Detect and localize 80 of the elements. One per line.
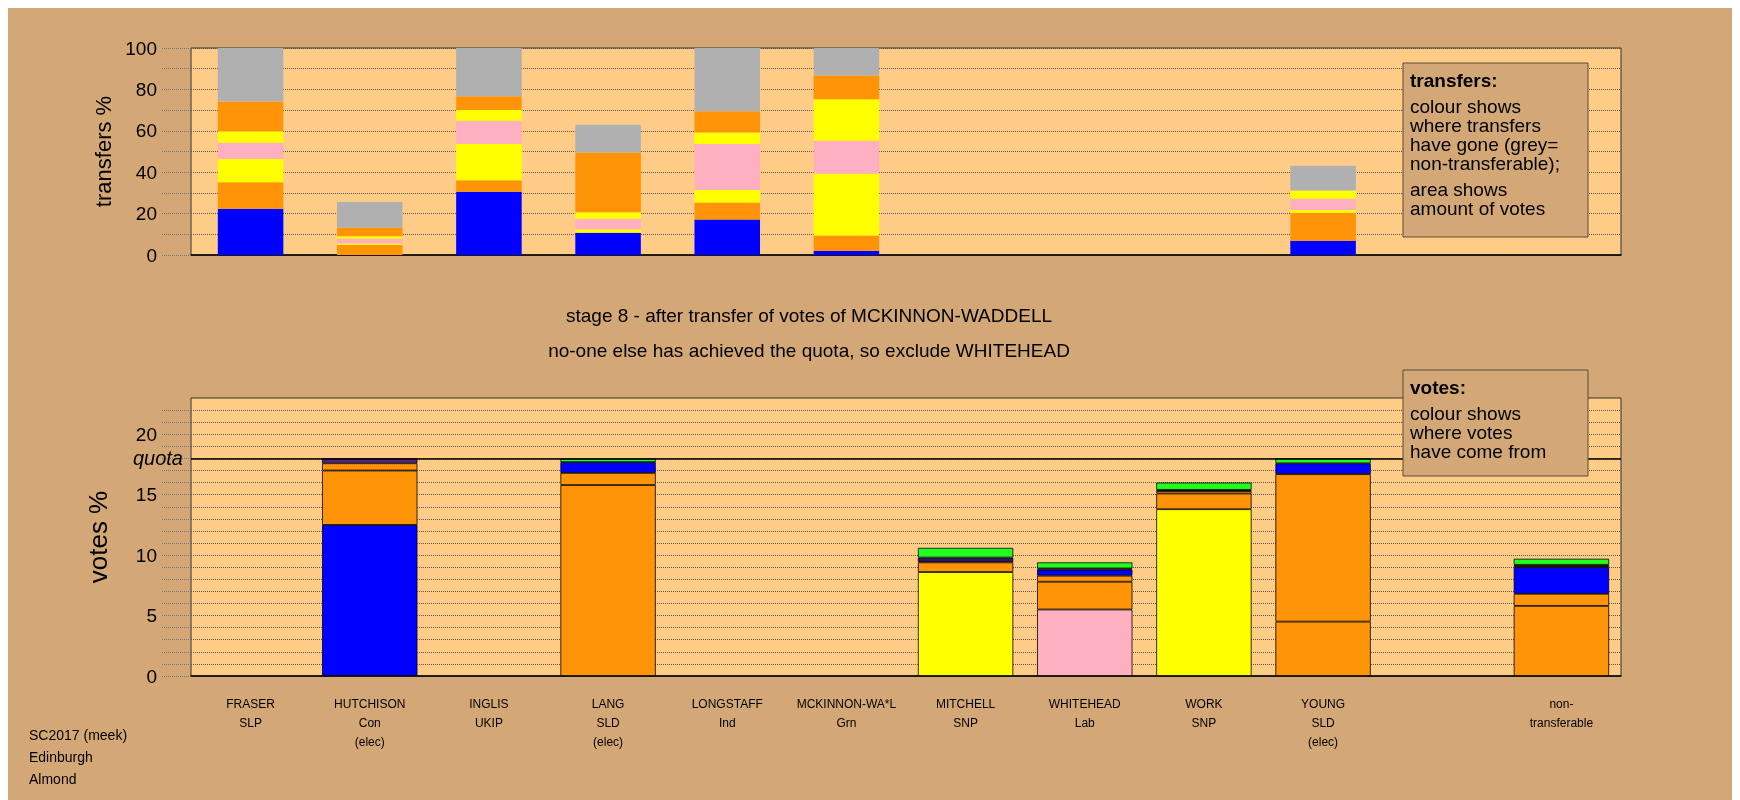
bar — [1290, 210, 1356, 213]
ref-line-label: quota — [132, 447, 183, 470]
bar — [575, 218, 641, 230]
annotation: area shows amount of votes — [1410, 179, 1546, 219]
bar — [217, 208, 284, 255]
bar — [813, 99, 880, 141]
bar — [575, 232, 641, 255]
bar — [336, 227, 403, 237]
bar — [813, 140, 880, 174]
bar — [217, 101, 284, 132]
bar — [456, 120, 522, 145]
x-tick-label: INGLIS UKIP — [469, 696, 509, 730]
x-tick-label: MCKINNON-WA*L Grn — [796, 696, 897, 730]
y-tick-label: 20 — [135, 203, 157, 225]
y-tick-label: 0 — [146, 665, 157, 687]
x-tick-label: HUTCHISON Con (elec) — [334, 696, 406, 749]
bar — [217, 48, 284, 102]
bar — [456, 191, 522, 255]
y-axis-title: transfers % — [90, 95, 116, 208]
y-tick-label: 20 — [135, 423, 157, 445]
bar — [1290, 240, 1356, 255]
bar — [813, 235, 880, 252]
bar — [1290, 165, 1356, 191]
bar — [813, 173, 880, 236]
text: votes: — [1410, 377, 1466, 398]
bar — [694, 219, 761, 255]
text: SC2017 (meek) — [29, 727, 128, 743]
bar — [575, 229, 641, 233]
bar — [694, 48, 761, 112]
bar — [456, 180, 522, 192]
bar — [813, 251, 880, 255]
bar — [217, 142, 284, 159]
chart-subtitle: no-one else has achieved the quota, so exclude WHITEHEAD — [548, 340, 1070, 361]
annotation: colour shows where transfers have gone (grey= non-transferable); — [1409, 96, 1560, 174]
bar — [217, 131, 284, 143]
x-tick-label: WORK SNP — [1185, 696, 1223, 730]
bar — [575, 152, 641, 213]
chart-title: stage 8 - after transfer of votes of MCKINNON-WADDELL — [565, 305, 1053, 326]
bar — [336, 202, 403, 228]
x-tick-label: non- transferable — [1529, 696, 1594, 730]
annotation: colour shows where votes have come from — [1409, 403, 1547, 462]
bar — [694, 111, 761, 133]
x-tick-label: YOUNG SLD (elec) — [1301, 696, 1346, 749]
bar — [813, 48, 880, 76]
bar — [813, 75, 880, 100]
bar — [1290, 212, 1356, 241]
y-tick-label: 60 — [135, 120, 157, 142]
bar — [217, 182, 284, 209]
bar — [694, 132, 761, 145]
bar — [456, 96, 522, 110]
bar — [694, 202, 761, 220]
bar — [1290, 198, 1356, 211]
bar — [456, 109, 522, 121]
bar — [1290, 190, 1356, 199]
bar — [456, 144, 522, 181]
y-tick-label: 15 — [135, 484, 157, 506]
text: Edinburgh — [29, 749, 93, 765]
bar — [575, 212, 641, 219]
annotation: transfers: — [1410, 70, 1498, 91]
y-tick-label: 10 — [135, 544, 157, 566]
y-tick-label: 80 — [135, 78, 157, 100]
x-tick-label: LANG SLD (elec) — [591, 696, 625, 749]
bar — [694, 190, 761, 203]
bar — [575, 124, 641, 153]
bar — [1513, 558, 1610, 565]
y-tick-label: 40 — [135, 161, 157, 183]
bar — [217, 158, 284, 183]
x-tick-label: MITCHELL SNP — [935, 696, 996, 730]
x-tick-label: WHITEHEAD Lab — [1048, 696, 1122, 730]
y-axis-title: votes % — [83, 490, 113, 584]
y-tick-label: 0 — [146, 244, 157, 266]
bar — [336, 238, 403, 244]
y-tick-label: 100 — [125, 37, 157, 59]
text: Almond — [29, 771, 77, 787]
x-tick-label: FRASER SLP — [226, 696, 276, 730]
y-tick-label: 5 — [146, 605, 157, 627]
bar — [456, 48, 522, 97]
x-tick-label: LONGSTAFF Ind — [691, 696, 763, 730]
bar — [336, 245, 403, 255]
bar — [694, 144, 761, 190]
